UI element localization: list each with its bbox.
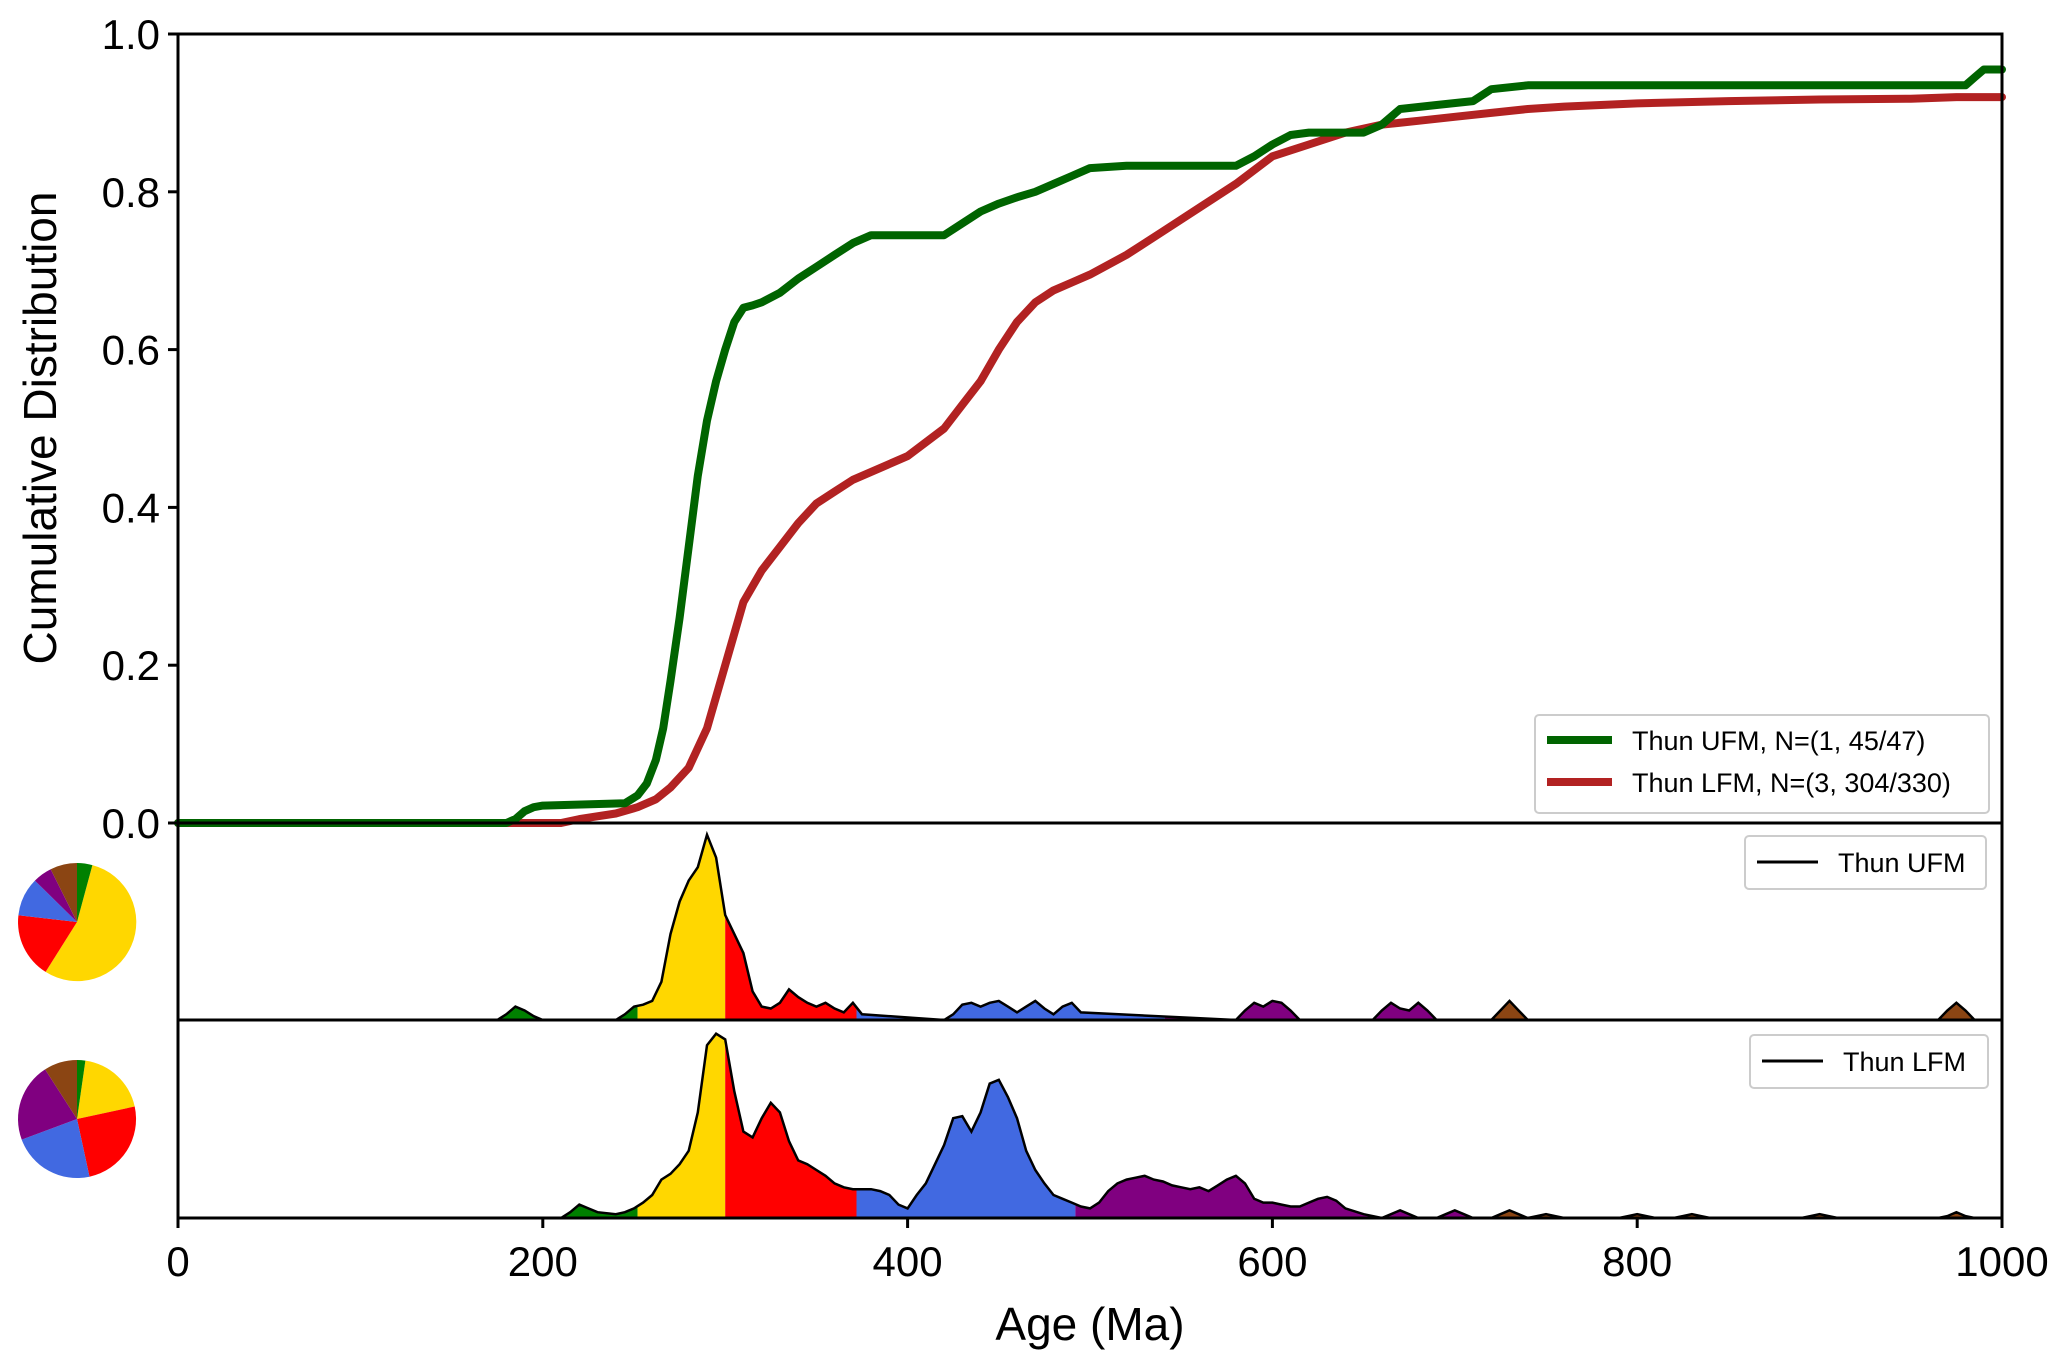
pie-slice xyxy=(50,863,77,922)
kde-ufm-legend: Thun UFM xyxy=(1744,835,1987,890)
y-tick-label: 0.6 xyxy=(102,327,160,374)
cdf-legend-box xyxy=(1534,714,1990,814)
kde-band xyxy=(856,1000,1165,1020)
series-line-ufm xyxy=(174,65,2006,827)
kde-lfm-frame xyxy=(176,1018,2004,1220)
kde-ufm-legend-box xyxy=(1744,835,1987,890)
kde-ufm-frame xyxy=(176,821,2004,1022)
kde-band xyxy=(178,1005,638,1020)
kde-band xyxy=(637,834,726,1020)
y-tick-label: 0.0 xyxy=(102,800,160,847)
kde-band xyxy=(1164,1000,1492,1020)
kde-band xyxy=(725,915,857,1020)
kde-panel-ufm: Thun UFM xyxy=(18,821,2004,1022)
pie-slice xyxy=(77,1060,135,1119)
pie-slice xyxy=(45,865,137,982)
kde-ufm-outline xyxy=(178,830,2002,1022)
kde-lfm-fill xyxy=(178,1033,2002,1218)
kde-band xyxy=(725,1039,857,1218)
kde-band xyxy=(856,1079,1076,1218)
pie-slice xyxy=(18,915,78,972)
legend-label-ufm: Thun UFM, N=(1, 45/47) xyxy=(1632,726,1925,756)
legend-label-lfm: Thun LFM, N=(3, 304/330) xyxy=(1632,768,1951,798)
y-axis-label: Cumulative Distribution xyxy=(14,192,66,665)
kde-lfm-legend-label: Thun LFM xyxy=(1843,1047,1966,1077)
kde-band xyxy=(1075,1175,1492,1218)
kde-ufm-fill xyxy=(178,834,2002,1020)
kde-ufm-legend-label: Thun UFM xyxy=(1838,848,1966,878)
kde-band xyxy=(178,1204,638,1218)
pie-slice xyxy=(77,1060,86,1119)
x-tick-label: 0 xyxy=(166,1238,189,1285)
cdf-y-ticks: 0.0 0.2 0.4 0.6 0.8 1.0 xyxy=(102,11,178,847)
x-axis-label: Age (Ma) xyxy=(995,1298,1184,1350)
pie-chart-lfm xyxy=(17,1060,137,1179)
x-tick-label: 800 xyxy=(1602,1238,1672,1285)
y-tick-label: 0.2 xyxy=(102,642,160,689)
pie-slice xyxy=(17,1069,77,1140)
kde-lfm-legend-box xyxy=(1749,1034,1989,1089)
pie-chart-ufm xyxy=(18,863,137,982)
x-axis: 0 200 400 600 800 1000 xyxy=(166,1218,2049,1285)
y-tick-label: 1.0 xyxy=(102,11,160,58)
kde-lfm-legend: Thun LFM xyxy=(1749,1034,1989,1089)
x-tick-label: 600 xyxy=(1237,1238,1307,1285)
pie-slice xyxy=(21,1119,90,1179)
cdf-legend: Thun UFM, N=(1, 45/47) Thun LFM, N=(3, 3… xyxy=(1534,714,1990,814)
kde-band xyxy=(637,1033,726,1218)
y-tick-label: 0.8 xyxy=(102,169,160,216)
x-tick-label: 200 xyxy=(508,1238,578,1285)
kde-panel-lfm: Thun LFM xyxy=(17,1018,2004,1220)
cdf-panel: 0.0 0.2 0.4 0.6 0.8 1.0 Cumulative Distributi… xyxy=(14,11,2006,847)
cdf-plot-frame xyxy=(176,32,2004,825)
pie-slice xyxy=(77,863,93,922)
pie-slice xyxy=(18,880,77,922)
cdf-lines xyxy=(174,65,2006,827)
pie-slice xyxy=(34,869,77,922)
x-tick-label: 400 xyxy=(873,1238,943,1285)
series-line-lfm xyxy=(174,93,2006,827)
pie-slice xyxy=(45,1060,77,1119)
kde-band xyxy=(1491,1000,2002,1020)
x-tick-label: 1000 xyxy=(1955,1238,2048,1285)
pie-slice xyxy=(77,1106,137,1177)
y-tick-label: 0.4 xyxy=(102,484,160,531)
kde-lfm-outline xyxy=(178,1032,2002,1220)
